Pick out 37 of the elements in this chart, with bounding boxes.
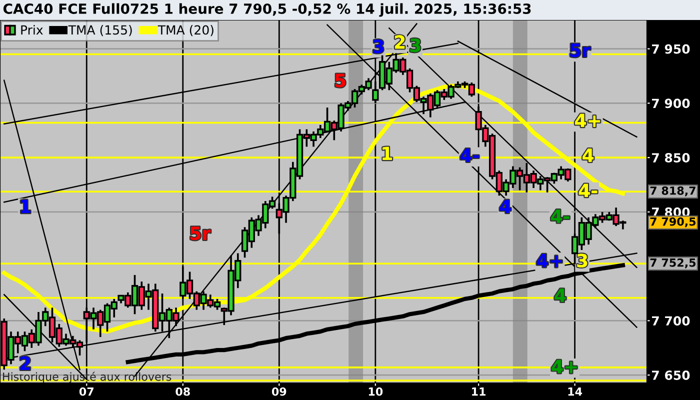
annotation: 4+ [552,360,577,374]
x-tick-label: 14 [568,388,582,396]
legend-label: TMA (155) [68,25,132,36]
annotation: 1 [382,146,392,160]
annotation: 4- [460,148,479,162]
y-tick-label: 7 900 [652,98,690,108]
ref-line-label: 7 818,7 [650,186,696,196]
annotation: 4+ [575,114,600,127]
annotation: 5r [570,44,590,58]
y-tick-label: 7 850 [652,153,690,162]
x-tick-label: 07 [79,387,94,396]
annotation: 4- [551,210,570,223]
annotation: 5 [335,74,346,88]
x-tick-label: 09 [272,387,286,396]
annotation: 4- [578,184,598,198]
annotation: 2 [20,356,30,370]
chart-title: CAC40 FCE Full0725 1 heure 7 790,5 -0,52 % 14 juil. 2025, 15:36:53 [3,3,531,17]
annotation: 3 [577,254,588,268]
annotation: 4+ [536,254,562,268]
y-tick-label: 7 700 [652,316,690,326]
annotation: 4 [554,288,566,302]
annotation: 4 [500,200,511,214]
annotation: 3 [410,38,420,52]
ref-line-label: 7 752,5 [650,258,696,268]
y-tick-label: 7 650 [652,370,690,380]
x-tick-label: 08 [176,387,190,396]
legend-label: Prix [21,25,43,34]
legend-label: TMA (20) [158,25,214,36]
annotation: 1 [20,200,30,214]
annotation: 3 [373,40,384,54]
annotation: 4 [582,148,594,162]
x-tick-label: 11 [472,388,486,396]
annotation: 5r [190,226,211,240]
x-tick-label: 10 [368,387,383,396]
annotation: 2 [394,35,405,49]
y-tick-label: 7 950 [652,44,690,54]
text: 7 790,5 [650,217,696,228]
